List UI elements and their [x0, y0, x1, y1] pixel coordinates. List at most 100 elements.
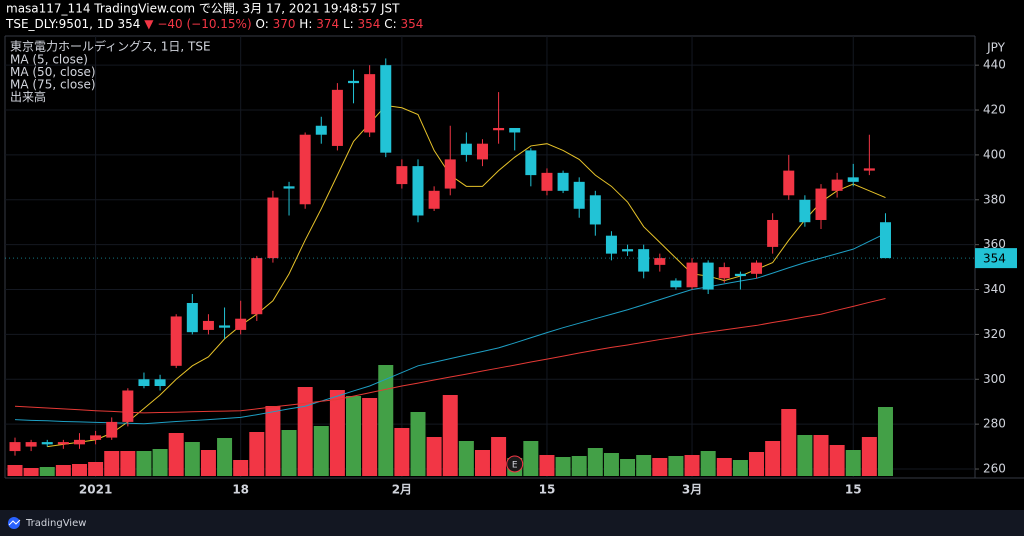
candle-body: [686, 262, 698, 288]
volume-bar: [716, 458, 732, 476]
volume-bar: [765, 441, 781, 476]
ohlc-label: L:: [343, 17, 354, 31]
y-tick-label: 380: [983, 192, 1006, 206]
x-tick-label: 15: [845, 483, 862, 497]
ohlc-label: H:: [299, 17, 312, 31]
ohlc-label: O:: [255, 17, 268, 31]
candle-body: [186, 302, 198, 333]
candle-body: [573, 181, 585, 209]
candle-body: [73, 439, 85, 445]
candle-body: [122, 390, 134, 422]
header-line2: TSE_DLY:9501, 1D 354 ▼ −40 (−10.15%) O: …: [5, 17, 423, 31]
candle-body: [396, 166, 408, 185]
candle-body: [799, 199, 811, 223]
volume-bar: [362, 398, 378, 476]
candle-body: [219, 325, 231, 328]
volume-bar: [636, 455, 652, 476]
candle-body: [751, 262, 763, 274]
candle-body: [847, 177, 859, 182]
candle-body: [783, 170, 795, 196]
volume-bar: [281, 430, 297, 476]
volume-bar: [684, 455, 700, 476]
volume-bar: [394, 428, 410, 476]
candle-body: [718, 267, 730, 279]
y-tick-label: 340: [983, 282, 1006, 296]
candle-body: [493, 127, 505, 131]
legend-title: 東京電力ホールディングス, 1日, TSE: [10, 39, 211, 54]
volume-bar: [233, 460, 249, 476]
candle-body: [202, 320, 214, 330]
candle-body: [315, 125, 327, 135]
candle-body: [57, 442, 69, 445]
volume-bar: [23, 468, 39, 476]
volume-bar: [571, 456, 587, 476]
candle-body: [106, 421, 118, 438]
last-price-box: [975, 248, 1017, 269]
legend-entry: MA (75, close): [10, 78, 96, 92]
candle-body: [509, 127, 521, 133]
ohlc-value: 374: [316, 17, 339, 31]
ohlc-label: C:: [384, 17, 396, 31]
volume-bar: [313, 426, 329, 476]
volume-bar: [813, 435, 829, 476]
volume-bar: [829, 445, 845, 476]
candle-body: [348, 80, 360, 84]
candle-body: [138, 379, 150, 387]
volume-bar: [668, 456, 684, 476]
brand-logo: [8, 517, 21, 529]
last-price-label: 354: [983, 252, 1006, 266]
currency: JPY: [986, 41, 1006, 55]
volume-bar: [200, 450, 216, 476]
candle-body: [444, 159, 456, 189]
candle-body: [525, 150, 537, 176]
header-quote: TSE_DLY:9501, 1D 354 ▼ −40 (−10.15%) O: …: [5, 17, 423, 31]
ohlc-value: 370: [273, 17, 296, 31]
candle-body: [364, 74, 376, 133]
x-tick-label: 18: [232, 483, 249, 497]
volume-bar: [71, 464, 87, 476]
event-label: E: [512, 461, 518, 471]
candle-body: [831, 179, 843, 191]
volume-bar: [797, 435, 813, 476]
candle-body: [299, 134, 311, 205]
volume-bar: [877, 407, 893, 476]
candle-body: [879, 222, 891, 259]
y-tick-label: 320: [983, 327, 1006, 341]
candle-body: [589, 195, 601, 225]
volume-bar: [652, 458, 668, 476]
candle-body: [767, 219, 779, 247]
candle-body: [670, 280, 682, 288]
volume-bar: [781, 409, 797, 476]
legend-entry: MA (50, close): [10, 65, 96, 79]
candle-body: [557, 172, 569, 191]
volume-bar: [184, 442, 200, 476]
candle-body: [734, 273, 746, 277]
y-tick-label: 300: [983, 372, 1006, 386]
y-tick-label: 400: [983, 147, 1006, 161]
candle-body: [154, 379, 166, 387]
candle-body: [380, 65, 392, 153]
volume-bar: [523, 441, 539, 476]
candle-body: [622, 249, 634, 252]
volume-bar: [732, 460, 748, 476]
volume-bar: [55, 465, 71, 476]
ma-line: [14, 298, 886, 414]
volume-bar: [39, 467, 55, 476]
volume-bar: [620, 459, 636, 476]
volume-bar: [346, 396, 362, 476]
volume-bar: [587, 448, 603, 476]
candle-body: [90, 435, 102, 440]
ma-line: [47, 105, 886, 448]
legend-entry: 出来高: [10, 89, 46, 104]
candle-body: [654, 258, 666, 265]
candle-body: [702, 262, 714, 290]
volume-bar: [474, 450, 490, 476]
volume-bar: [603, 453, 619, 476]
y-tick-label: 260: [983, 462, 1006, 476]
candle-body: [476, 143, 488, 160]
x-tick-label: 3月: [682, 483, 702, 497]
volume-bar: [88, 462, 104, 476]
volume-bar: [249, 432, 265, 476]
event-marker: [506, 455, 524, 473]
